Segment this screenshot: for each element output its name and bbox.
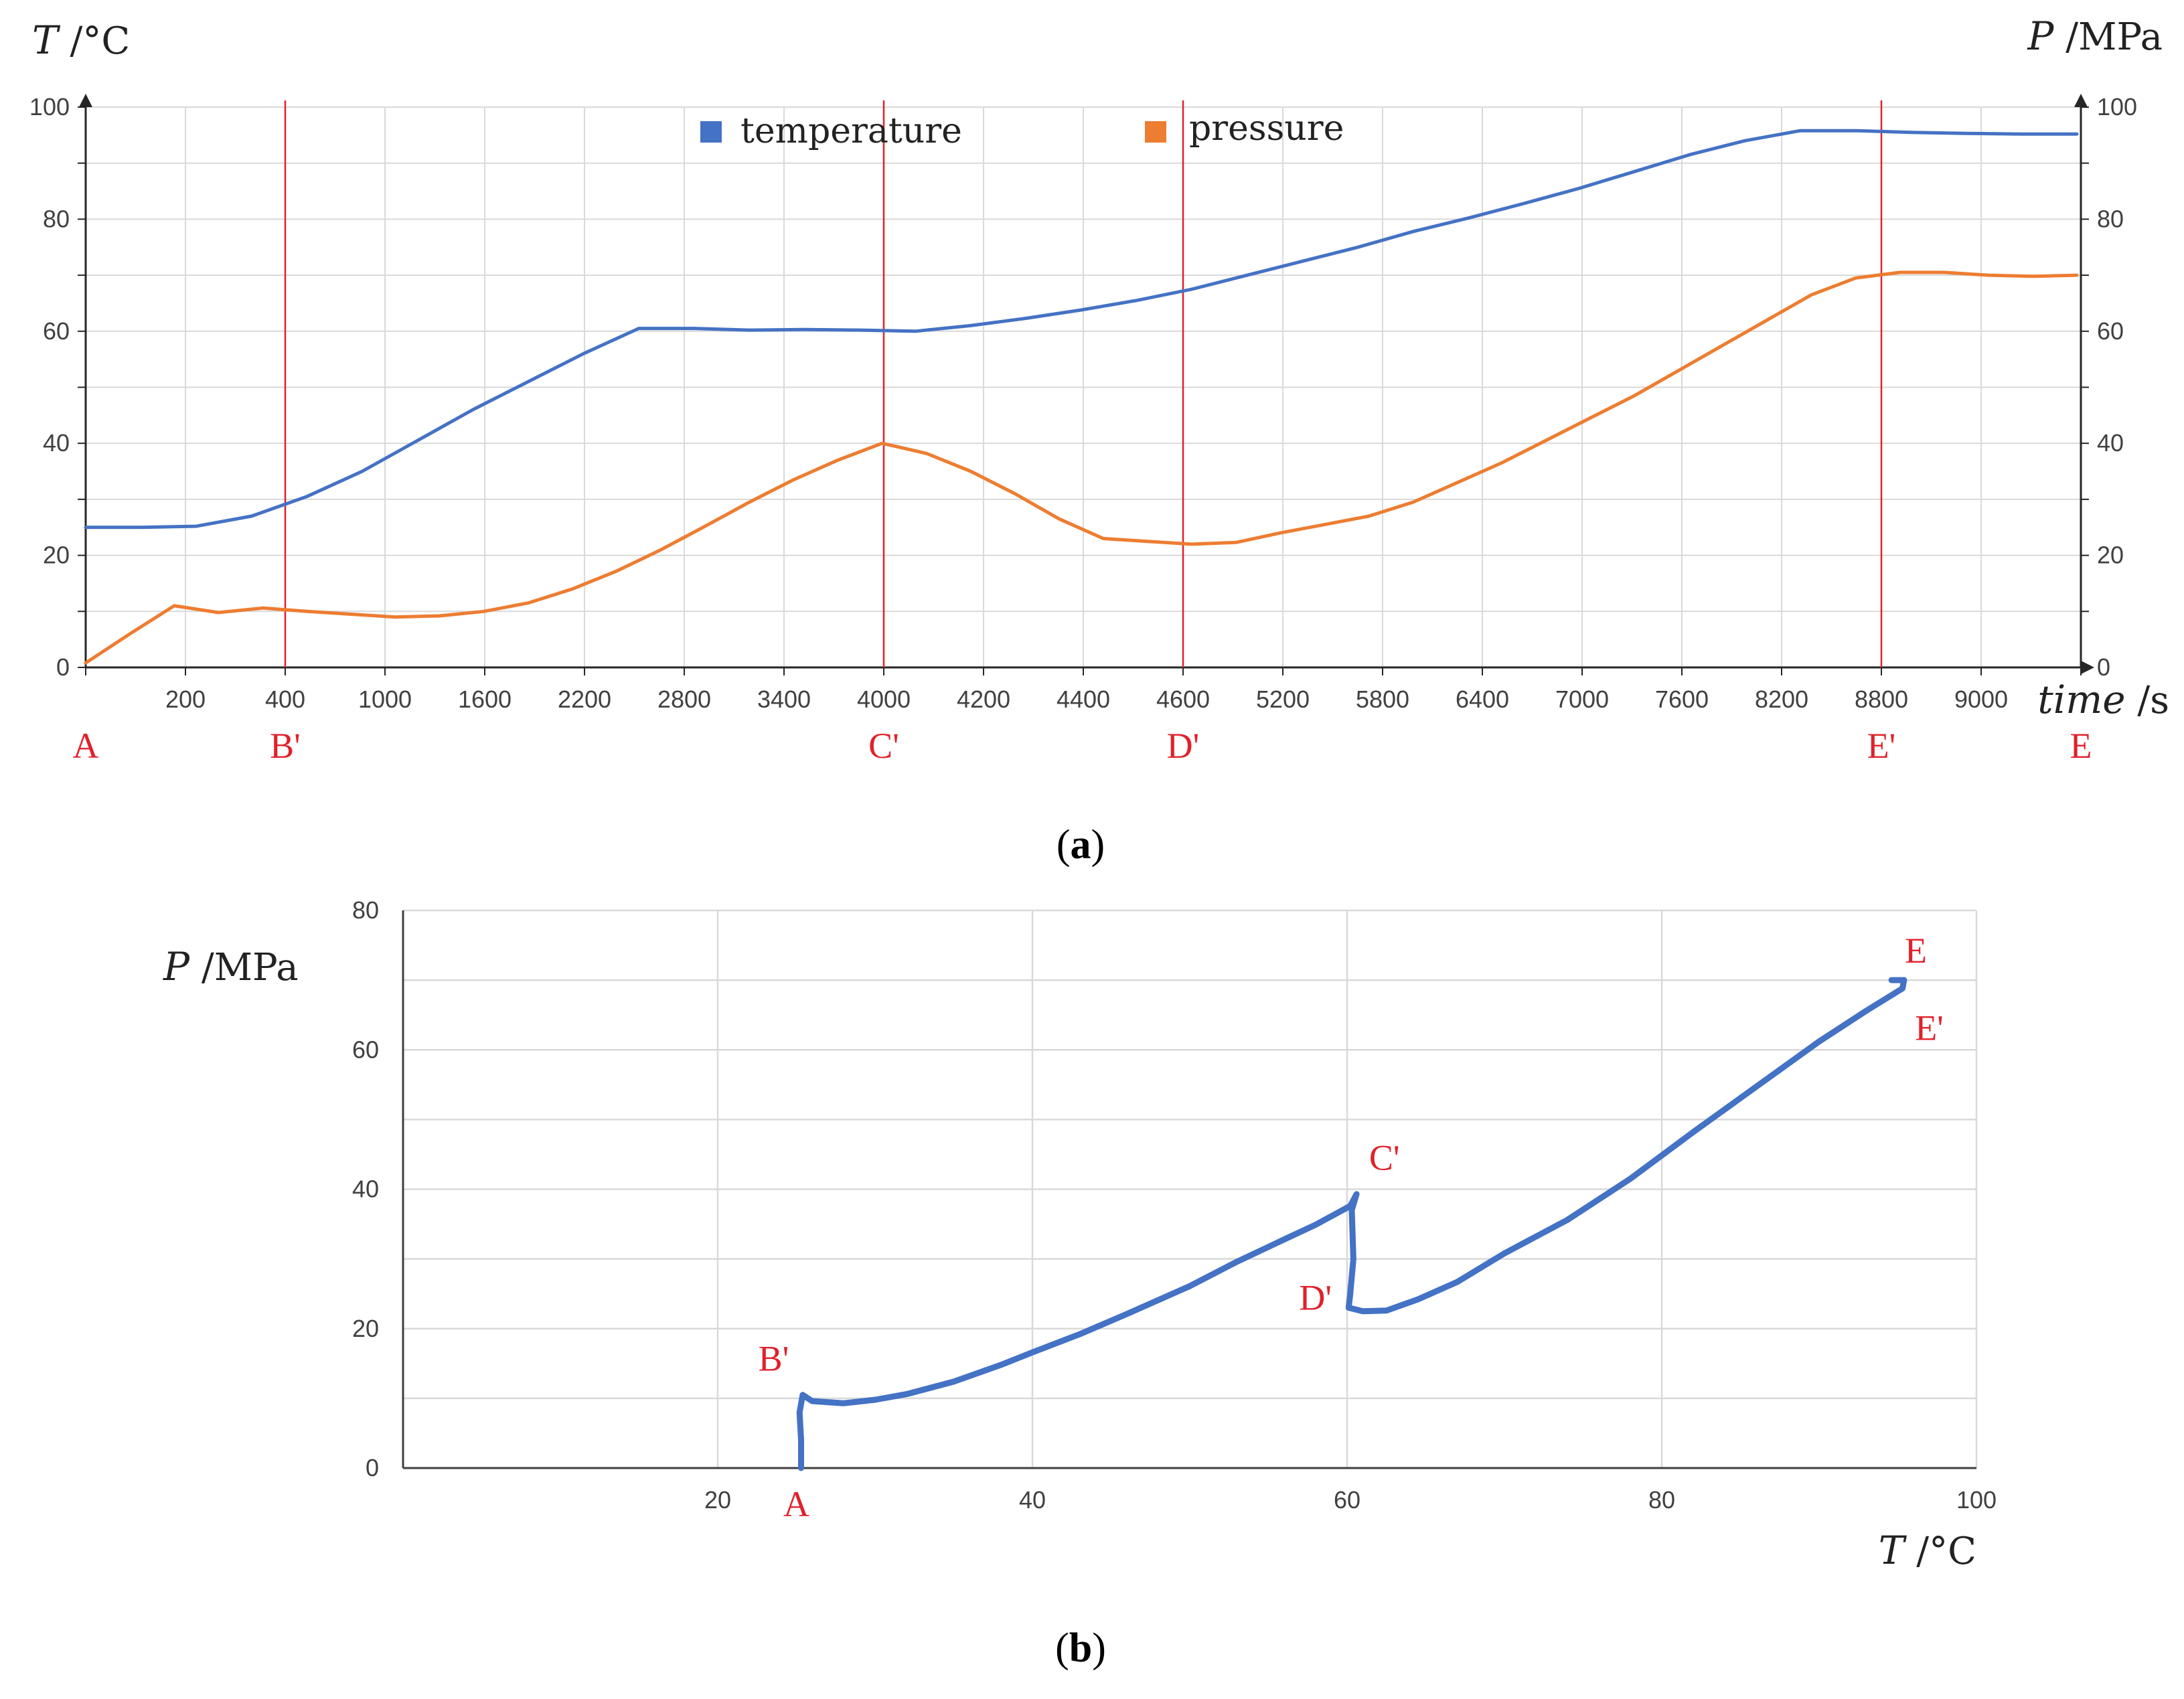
- marker-labels-b: A B' C' D' E' E: [759, 931, 1944, 1524]
- grid-b: [403, 909, 1978, 1468]
- x-tick-label: 6400: [1456, 685, 1509, 713]
- caption-b-letter: b: [1069, 1625, 1092, 1671]
- x-tick-label: 4600: [1156, 685, 1210, 713]
- x-tick-label: 7600: [1655, 685, 1709, 713]
- y-axis-title-b: P /MPa: [163, 944, 299, 989]
- x-tick-label: 400: [265, 685, 305, 713]
- x-tick-label: 60: [1334, 1486, 1360, 1514]
- x-tick-label: 200: [165, 685, 206, 713]
- x-tick-label: 5200: [1256, 685, 1310, 713]
- pressure-line: [84, 270, 2079, 665]
- x-tick-label: 80: [1648, 1486, 1675, 1514]
- x-tick-label: 40: [1019, 1486, 1046, 1514]
- y-left-unit: /°C: [58, 19, 131, 63]
- y-left-tick-label: 60: [43, 317, 70, 345]
- legend-label-temperature: temperature: [740, 111, 962, 151]
- y-left-tick-label: 20: [43, 542, 70, 569]
- marker-label: E: [2070, 726, 2092, 766]
- y-tick-label: 40: [352, 1176, 379, 1203]
- x-tick-label: 100: [1956, 1486, 1997, 1514]
- marker-lines-a: [284, 100, 1883, 667]
- y-axis-right-title: P /MPa: [2027, 13, 2163, 59]
- y-right-tick-label: 100: [2097, 93, 2137, 120]
- y-right-tick-label: 40: [2097, 429, 2124, 457]
- b-y-unit: /MPa: [189, 946, 299, 989]
- y-tick-label: 0: [366, 1454, 379, 1481]
- x-tick-label: 9000: [1954, 685, 2008, 713]
- y-right-tick-label: 0: [2097, 653, 2110, 681]
- y-left-tick-label: 100: [29, 93, 70, 120]
- legend-swatch-pressure: [1145, 121, 1166, 143]
- y-right-tick-label: 20: [2097, 542, 2124, 569]
- b-y-symbol: P: [163, 944, 190, 989]
- marker-label: C': [1369, 1138, 1400, 1178]
- x-tick-label: 8200: [1755, 685, 1808, 713]
- grid-a: [86, 106, 2081, 667]
- y-tick-label: 20: [352, 1315, 379, 1342]
- y-left-tick-label: 0: [56, 653, 70, 681]
- x-tick-label: 1600: [458, 685, 512, 713]
- y-axis-left-title: T /°C: [32, 17, 130, 63]
- x-axis-title-b: T /°C: [1879, 1528, 1976, 1573]
- caption-b: (b): [1055, 1625, 1106, 1671]
- caption-a: (a): [1057, 822, 1105, 868]
- y-axis-right-arrow-icon: [2074, 94, 2088, 107]
- y-tick-label: 80: [352, 896, 379, 924]
- marker-label: E': [1867, 726, 1896, 766]
- b-x-symbol: T: [1879, 1528, 1907, 1573]
- x-symbol: time: [2037, 677, 2125, 722]
- x-tick-label: 2800: [657, 685, 711, 713]
- chart-panel-b: 0 20 40 60 80 20 40 60 80 100 A B' C' D' E' E P /MPa T…: [163, 896, 1997, 1671]
- x-tick-label: 3400: [757, 685, 811, 713]
- y-tick-label: 60: [352, 1036, 379, 1063]
- x-unit: /s: [2126, 679, 2169, 722]
- marker-label: B': [759, 1339, 789, 1379]
- ticks-b: 0 20 40 60 80 20 40 60 80 100: [352, 896, 1997, 1514]
- y-left-tick-label: 40: [43, 429, 70, 457]
- y-left-symbol: T: [32, 17, 61, 63]
- x-tick-label: 4400: [1057, 685, 1110, 713]
- pt-curve: [796, 977, 1907, 1471]
- y-right-tick-label: 60: [2097, 317, 2124, 345]
- marker-label: D': [1299, 1278, 1332, 1318]
- x-tick-label: 5800: [1356, 685, 1409, 713]
- marker-label: A: [73, 726, 99, 766]
- marker-label: B': [270, 726, 301, 766]
- temperature-line: [84, 129, 2079, 530]
- b-x-unit: /°C: [1904, 1530, 1976, 1573]
- y-axis-left-arrow-icon: [79, 94, 92, 107]
- x-axis-title: time /s: [2037, 677, 2169, 722]
- legend-swatch-temperature: [700, 121, 722, 143]
- x-tick-label: 20: [704, 1486, 731, 1514]
- marker-label: A: [783, 1484, 809, 1524]
- x-tick-label: 1000: [358, 685, 412, 713]
- y-right-unit: /MPa: [2053, 15, 2163, 59]
- series-a: [84, 129, 2079, 665]
- x-tick-label: 4000: [857, 685, 911, 713]
- y-left-tick-label: 80: [43, 205, 70, 232]
- marker-labels-a: A B' C' D' E' E: [73, 726, 2092, 766]
- x-tick-label: 8800: [1855, 685, 1908, 713]
- x-tick-label: 4200: [957, 685, 1010, 713]
- legend: temperature pressure: [700, 108, 1344, 151]
- y-right-symbol: P: [2027, 13, 2054, 59]
- marker-label: D': [1167, 726, 1200, 766]
- series-b: [796, 977, 1907, 1471]
- legend-label-pressure: pressure: [1189, 108, 1344, 149]
- marker-label: E': [1915, 1008, 1944, 1048]
- x-tick-label: 7000: [1555, 685, 1609, 713]
- y-right-tick-label: 80: [2097, 205, 2124, 232]
- marker-label: E: [1905, 931, 1927, 971]
- x-tick-label: 2200: [558, 685, 611, 713]
- caption-a-letter: a: [1071, 822, 1091, 868]
- marker-label: C': [868, 726, 899, 766]
